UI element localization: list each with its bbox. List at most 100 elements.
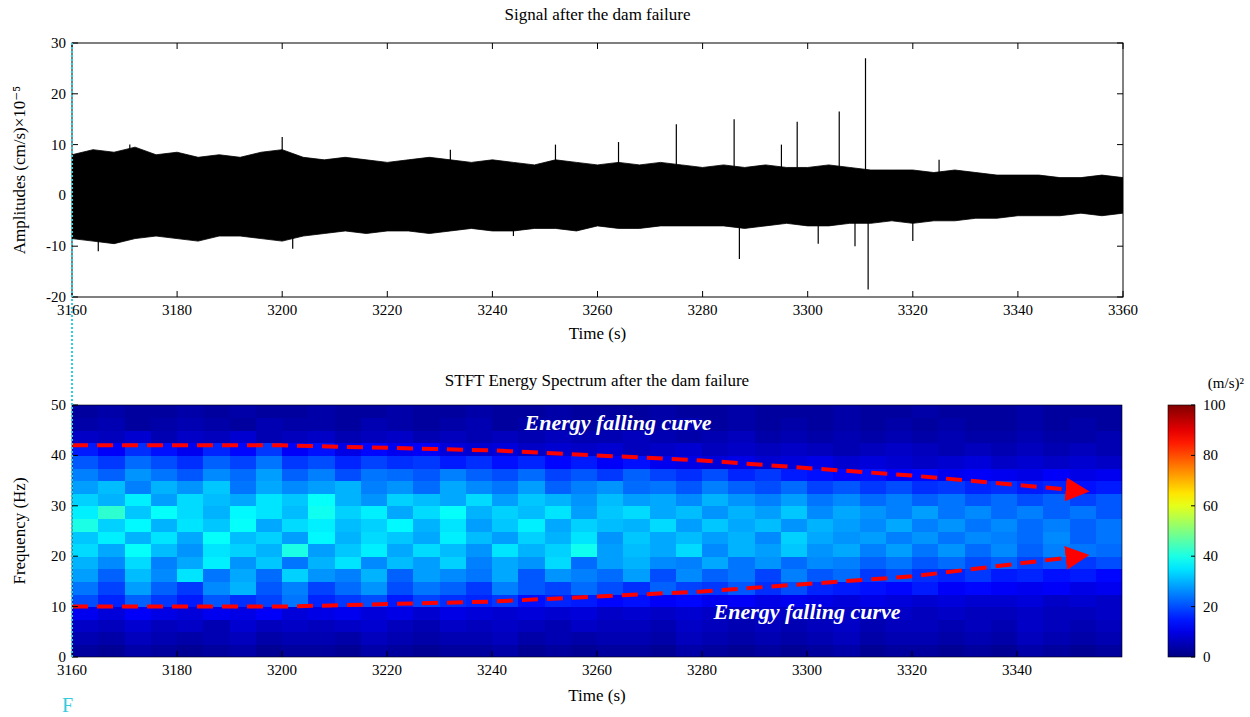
heatmap-cell [413, 569, 440, 582]
heatmap-cell [1043, 581, 1070, 594]
heatmap-cell [807, 430, 834, 443]
heatmap-cell [807, 544, 834, 557]
colorbar-tick [1191, 405, 1195, 406]
heatmap-cell [991, 405, 1018, 418]
heatmap-cell [755, 430, 782, 443]
heatmap-cell [702, 518, 729, 531]
heatmap-cell [702, 506, 729, 519]
heatmap-cell [440, 619, 467, 632]
heatmap-cell [440, 644, 467, 657]
heatmap-cell [886, 405, 913, 418]
heatmap-cell [755, 644, 782, 657]
heatmap-cell [282, 493, 309, 506]
heatmap-cells [72, 405, 1122, 657]
heatmap-cell [650, 619, 677, 632]
heatmap-cell [1017, 405, 1044, 418]
heatmap-cell [1070, 418, 1097, 431]
heatmap-cell [387, 405, 414, 418]
heatmap-cell [571, 569, 598, 582]
heatmap-cell [728, 418, 755, 431]
heatmap-cell [650, 544, 677, 557]
heatmap-cell [623, 569, 650, 582]
heatmap-cell [597, 632, 624, 645]
heatmap-cell [755, 531, 782, 544]
heatmap-cell [492, 481, 519, 494]
x-tick-label: 3200 [267, 662, 297, 678]
heatmap-cell [203, 531, 230, 544]
y-tick [72, 93, 78, 94]
signal-envelope [72, 147, 1123, 244]
annotation-curves [72, 445, 1080, 606]
heatmap-cell [912, 619, 939, 632]
heatmap-cell [466, 581, 493, 594]
heatmap-cell [256, 493, 283, 506]
heatmap-cell [72, 506, 99, 519]
colorbar-tick-label: 40 [1203, 548, 1218, 564]
heatmap-cell [1096, 443, 1122, 456]
heatmap-cell [177, 430, 204, 443]
heatmap-cell [413, 506, 440, 519]
heatmap-cell [623, 544, 650, 557]
heatmap-cell [98, 632, 125, 645]
heatmap-cell [833, 518, 860, 531]
heatmap-cell [203, 468, 230, 481]
heatmap-cell [965, 493, 992, 506]
heatmap-cell [72, 581, 99, 594]
heatmap-cell [230, 430, 257, 443]
heatmap-cell [938, 506, 965, 519]
signal-spike [865, 58, 866, 195]
heatmap-cell [650, 607, 677, 620]
heatmap-cell [361, 430, 388, 443]
heatmap-cell [125, 468, 152, 481]
heatmap-cell [1070, 632, 1097, 645]
heatmap-cell [492, 493, 519, 506]
x-tick [387, 43, 388, 49]
x-tick [1017, 43, 1018, 49]
heatmap-cell [466, 405, 493, 418]
heatmap-cell [440, 556, 467, 569]
heatmap-cell [98, 531, 125, 544]
heatmap-cell [965, 594, 992, 607]
heatmap-cell [571, 644, 598, 657]
heatmap-cell [650, 594, 677, 607]
heatmap-cell [1070, 468, 1097, 481]
heatmap-cell [781, 632, 808, 645]
heatmap-cell [282, 468, 309, 481]
heatmap-cell [545, 644, 572, 657]
heatmap-cell [335, 531, 362, 544]
heatmap-cell [335, 556, 362, 569]
heatmap-cell [965, 619, 992, 632]
heatmap-cell [728, 430, 755, 443]
heatmap-cell [702, 531, 729, 544]
heatmap-cell [308, 518, 335, 531]
heatmap-cell [151, 581, 178, 594]
heatmap-cell [755, 418, 782, 431]
heatmap-cell [912, 644, 939, 657]
heatmap-cell [125, 481, 152, 494]
heatmap-cell [991, 493, 1018, 506]
heatmap-cell [755, 544, 782, 557]
heatmap-cell [361, 518, 388, 531]
heatmap-cell [282, 556, 309, 569]
heatmap-cell [466, 430, 493, 443]
heatmap-cell [545, 619, 572, 632]
heatmap-cell [413, 481, 440, 494]
heatmap-cell [335, 455, 362, 468]
heatmap-cell [991, 430, 1018, 443]
heatmap-cell [413, 619, 440, 632]
heatmap-cell [571, 455, 598, 468]
heatmap-cell [361, 556, 388, 569]
heatmap-cell [1043, 430, 1070, 443]
heatmap-cell [1043, 607, 1070, 620]
heatmap-cell [755, 632, 782, 645]
heatmap-cell [781, 468, 808, 481]
x-tick [807, 651, 808, 657]
signal-spike [734, 119, 735, 195]
heatmap-cell [203, 569, 230, 582]
heatmap-cell [597, 556, 624, 569]
heatmap-cell [833, 481, 860, 494]
heatmap-cell [545, 493, 572, 506]
heatmap-cell [387, 468, 414, 481]
heatmap-cell [230, 493, 257, 506]
heatmap-cell [623, 493, 650, 506]
